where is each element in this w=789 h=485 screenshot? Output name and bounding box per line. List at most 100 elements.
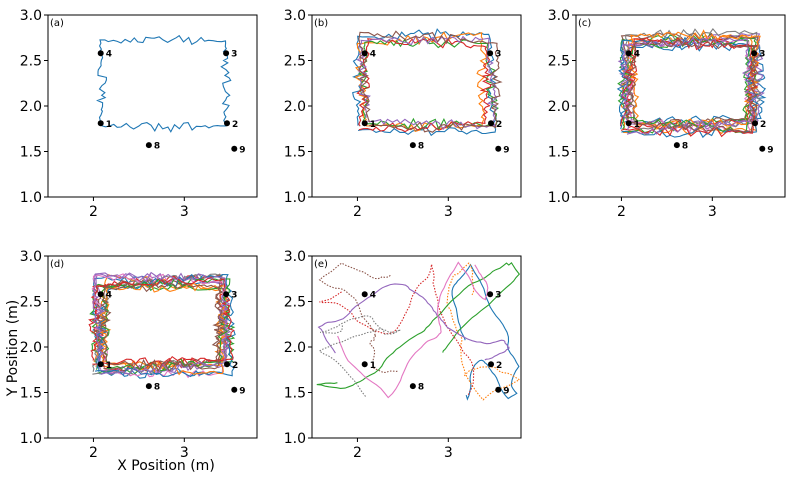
marker-label-1: 1 — [106, 120, 112, 130]
marker-label-9: 9 — [767, 145, 773, 155]
y-tick-label: 3.0 — [20, 249, 42, 265]
marker-point-9 — [495, 386, 502, 393]
panel-e: 1 2 3 4 8 9 2 3 1.0 1.5 2.0 2.5 3.0 (e) — [284, 249, 522, 461]
marker-label-9: 9 — [239, 386, 245, 396]
marker-point-1 — [361, 120, 368, 127]
trajectory-line — [619, 36, 757, 135]
trajectory-line — [619, 36, 758, 138]
y-tick-label: 2.0 — [20, 340, 42, 356]
marker-point-4 — [361, 50, 368, 57]
marker-label-2: 2 — [232, 361, 238, 371]
trajectory-line — [88, 277, 235, 367]
panel-label: (a) — [50, 18, 64, 29]
trajectory-group — [96, 34, 232, 133]
trajectory-line — [623, 37, 754, 134]
marker-label-3: 3 — [759, 50, 765, 60]
marker-point-8 — [409, 383, 416, 390]
panel-b: 1 2 3 4 8 9 2 3 1.0 1.5 2.0 2.5 3.0 (b) — [284, 8, 522, 220]
panel-label: (d) — [50, 259, 64, 270]
trajectory-line — [317, 283, 510, 361]
panel-d: 1 2 3 4 8 9 2 3 1.0 1.5 2.0 2.5 3.0 (d) — [20, 249, 258, 461]
marker-point-3 — [223, 291, 230, 298]
marker-label-1: 1 — [634, 120, 640, 130]
y-tick-label: 3.0 — [20, 8, 42, 24]
trajectory-line — [316, 261, 521, 389]
marker-point-4 — [361, 291, 368, 298]
marker-label-8: 8 — [154, 142, 160, 152]
trajectory-group — [316, 261, 521, 401]
marker-point-2 — [488, 120, 495, 127]
marker-point-3 — [487, 291, 494, 298]
trajectory-line — [357, 37, 499, 132]
y-tick-label: 1.5 — [284, 386, 306, 402]
trajectory-line — [352, 28, 497, 137]
y-tick-label: 2.5 — [548, 54, 570, 70]
trajectory-line — [356, 34, 498, 130]
y-tick-label: 1.0 — [548, 190, 570, 206]
marker-label-3: 3 — [495, 50, 501, 60]
marker-point-4 — [625, 50, 632, 57]
marker-label-4: 4 — [634, 50, 640, 60]
y-tick-label: 1.5 — [20, 386, 42, 402]
trajectory-line — [451, 263, 520, 401]
y-tick-label: 2.0 — [20, 99, 42, 115]
x-tick-label: 2 — [617, 204, 626, 220]
x-tick-label: 3 — [180, 204, 189, 220]
y-tick-label: 3.0 — [548, 8, 570, 24]
marker-point-3 — [487, 50, 494, 57]
marker-point-2 — [224, 120, 231, 127]
marker-point-9 — [759, 145, 766, 152]
marker-point-4 — [97, 50, 104, 57]
marker-point-3 — [223, 50, 230, 57]
y-tick-label: 3.0 — [284, 249, 306, 265]
marker-label-3: 3 — [495, 291, 501, 301]
y-tick-label: 2.0 — [284, 99, 306, 115]
marker-point-2 — [752, 120, 759, 127]
y-tick-label: 1.5 — [20, 145, 42, 161]
marker-label-8: 8 — [682, 142, 688, 152]
trajectory-group — [352, 28, 503, 137]
y-tick-label: 2.5 — [284, 54, 306, 70]
trajectory-line — [625, 36, 760, 131]
x-tick-label: 2 — [353, 204, 362, 220]
marker-point-9 — [495, 145, 502, 152]
marker-label-3: 3 — [231, 50, 237, 60]
trajectory-group — [88, 271, 236, 379]
y-tick-label: 1.0 — [20, 190, 42, 206]
marker-point-8 — [145, 142, 152, 149]
trajectory-line — [318, 262, 398, 374]
x-tick-label: 2 — [353, 445, 362, 461]
marker-label-2: 2 — [496, 120, 502, 130]
y-tick-label: 2.5 — [20, 295, 42, 311]
y-tick-label: 1.0 — [284, 431, 306, 447]
marker-label-4: 4 — [106, 291, 112, 301]
trajectory-line — [97, 276, 231, 372]
marker-label-9: 9 — [239, 145, 245, 155]
trajectory-line — [354, 31, 488, 133]
marker-label-9: 9 — [503, 145, 509, 155]
y-tick-label: 3.0 — [284, 8, 306, 24]
marker-label-1: 1 — [370, 361, 376, 371]
y-axis-title: Y Position (m) — [5, 300, 21, 398]
x-tick-label: 2 — [89, 204, 98, 220]
y-tick-label: 1.5 — [548, 145, 570, 161]
y-tick-label: 1.5 — [284, 145, 306, 161]
marker-label-2: 2 — [760, 120, 766, 130]
y-tick-label: 2.5 — [284, 295, 306, 311]
trajectory-line — [617, 32, 759, 134]
marker-point-9 — [231, 386, 238, 393]
marker-label-2: 2 — [496, 361, 502, 371]
marker-label-4: 4 — [106, 50, 112, 60]
y-tick-label: 2.5 — [20, 54, 42, 70]
marker-point-8 — [145, 383, 152, 390]
panel-label: (c) — [578, 18, 591, 29]
trajectory-line — [96, 34, 232, 133]
axes-frame — [311, 255, 522, 439]
panel-a: 1 2 3 4 8 9 2 3 1.0 1.5 2.0 2.5 3.0 (a) — [20, 8, 258, 220]
y-tick-label: 2.0 — [548, 99, 570, 115]
trajectory-line — [358, 30, 503, 133]
x-tick-label: 3 — [180, 445, 189, 461]
panel-label: (b) — [314, 18, 328, 29]
marker-label-1: 1 — [106, 361, 112, 371]
